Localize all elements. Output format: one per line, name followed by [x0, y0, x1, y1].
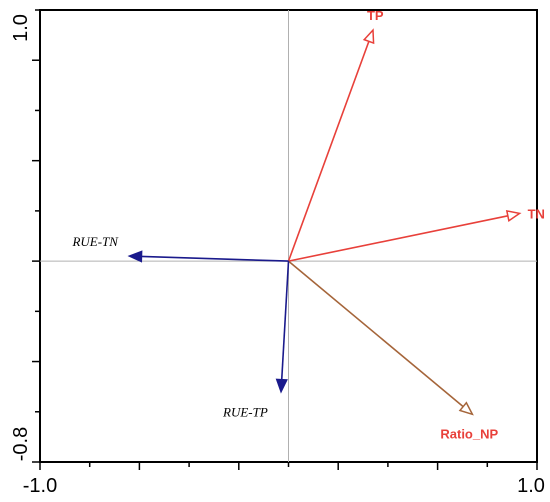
vector-ratio-np: Ratio_NP [287, 260, 499, 441]
arrowhead-tp [362, 28, 375, 45]
tick-labels: -1.0 1.0 -0.8 1.0 [10, 14, 545, 497]
vector-label-tp: TP [367, 8, 384, 23]
vector-label-ratio-np: Ratio_NP [440, 426, 498, 441]
arrowhead-rue-tn [127, 250, 143, 263]
x-tick-label-min: -1.0 [23, 475, 57, 497]
arrowhead-rue-tp [275, 378, 288, 394]
arrowhead-ratio-np [458, 401, 474, 416]
vector-layer: TP TN Ratio_NP RUE-TN RUE-TP [71, 8, 544, 441]
vector-line-tp [287, 41, 370, 262]
vector-rue-tp: RUE-TP [222, 261, 290, 420]
vector-label-tn: TN [528, 206, 545, 221]
vector-tn: TN [288, 206, 545, 262]
vector-line-tn [288, 215, 509, 262]
y-tick-label-max: 1.0 [10, 14, 32, 42]
y-tick-label-min: -0.8 [10, 427, 32, 461]
vector-line-rue-tp [280, 261, 290, 380]
vector-rue-tn: RUE-TN [71, 234, 289, 263]
x-tick-label-max: 1.0 [517, 475, 545, 497]
vector-label-rue-tp: RUE-TP [222, 405, 268, 420]
vector-tp: TP [287, 8, 384, 262]
vector-line-ratio-np [287, 260, 464, 408]
vector-line-rue-tn [141, 255, 289, 262]
axis-ticks [32, 9, 538, 470]
arrowhead-tn [505, 209, 522, 222]
vector-label-rue-tn: RUE-TN [71, 234, 119, 249]
